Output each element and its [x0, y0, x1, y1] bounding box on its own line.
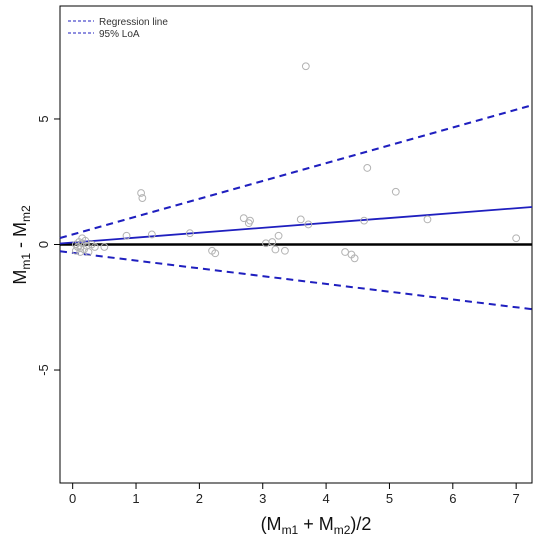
data-point	[512, 234, 521, 243]
y-axis: -5 0 5	[36, 115, 60, 376]
x-title-sub2: m2	[334, 523, 351, 537]
data-point	[296, 215, 305, 224]
legend: Regression line 95% LoA	[68, 17, 168, 40]
x-tick-label: 1	[132, 491, 139, 506]
data-point	[78, 234, 87, 243]
y-title-subb: m2	[19, 205, 33, 222]
legend-loa-label: 95% LoA	[99, 29, 140, 40]
data-points	[71, 62, 521, 263]
data-point	[185, 229, 194, 238]
regression-line	[59, 206, 533, 245]
data-point	[281, 246, 289, 255]
legend-regression-label: Regression line	[99, 17, 168, 28]
data-point	[363, 164, 372, 172]
data-point	[301, 62, 310, 71]
y-title-suba: m1	[19, 253, 33, 270]
x-tick-label: 4	[322, 491, 329, 506]
data-point	[423, 215, 432, 224]
y-axis-title: Mm1 - Mm2	[10, 205, 33, 285]
data-point	[137, 189, 145, 197]
data-point	[360, 216, 369, 225]
data-point	[84, 248, 93, 256]
x-tick-label: 6	[449, 491, 456, 506]
data-point	[341, 248, 350, 256]
data-point	[100, 243, 109, 251]
x-tick-label: 3	[259, 491, 266, 506]
y-tick-label: 0	[36, 241, 51, 248]
data-point	[122, 231, 131, 240]
data-point	[268, 238, 277, 246]
data-point	[274, 231, 283, 240]
y-title-a: M	[10, 270, 30, 285]
x-title-mid: + M	[298, 514, 334, 534]
data-point	[271, 245, 280, 254]
data-point	[71, 246, 80, 255]
x-axis: 0 1 2 3 4 5 6 7	[69, 483, 520, 506]
y-tick-label: 5	[36, 115, 51, 122]
y-tick-label: -5	[36, 364, 51, 376]
loa-upper-line	[59, 104, 533, 239]
x-title-sub1: m1	[282, 523, 299, 537]
x-tick-label: 0	[69, 491, 76, 506]
data-point	[391, 187, 400, 196]
x-tick-label: 2	[196, 491, 203, 506]
reference-lines	[59, 104, 533, 311]
data-point	[76, 248, 85, 256]
x-title-close: )/2	[350, 514, 371, 534]
data-point	[90, 243, 99, 251]
y-title-mid: - M	[10, 222, 30, 253]
x-title-open: (M	[261, 514, 282, 534]
data-point	[304, 220, 313, 229]
data-point	[246, 216, 254, 225]
data-point	[211, 249, 220, 258]
x-tick-label: 5	[386, 491, 393, 506]
data-point	[350, 254, 359, 263]
data-point	[138, 194, 147, 202]
x-axis-title: (Mm1 + Mm2)/2	[261, 514, 372, 537]
loa-lower-line	[59, 250, 533, 311]
x-tick-label: 7	[513, 491, 520, 506]
data-point	[147, 230, 156, 239]
